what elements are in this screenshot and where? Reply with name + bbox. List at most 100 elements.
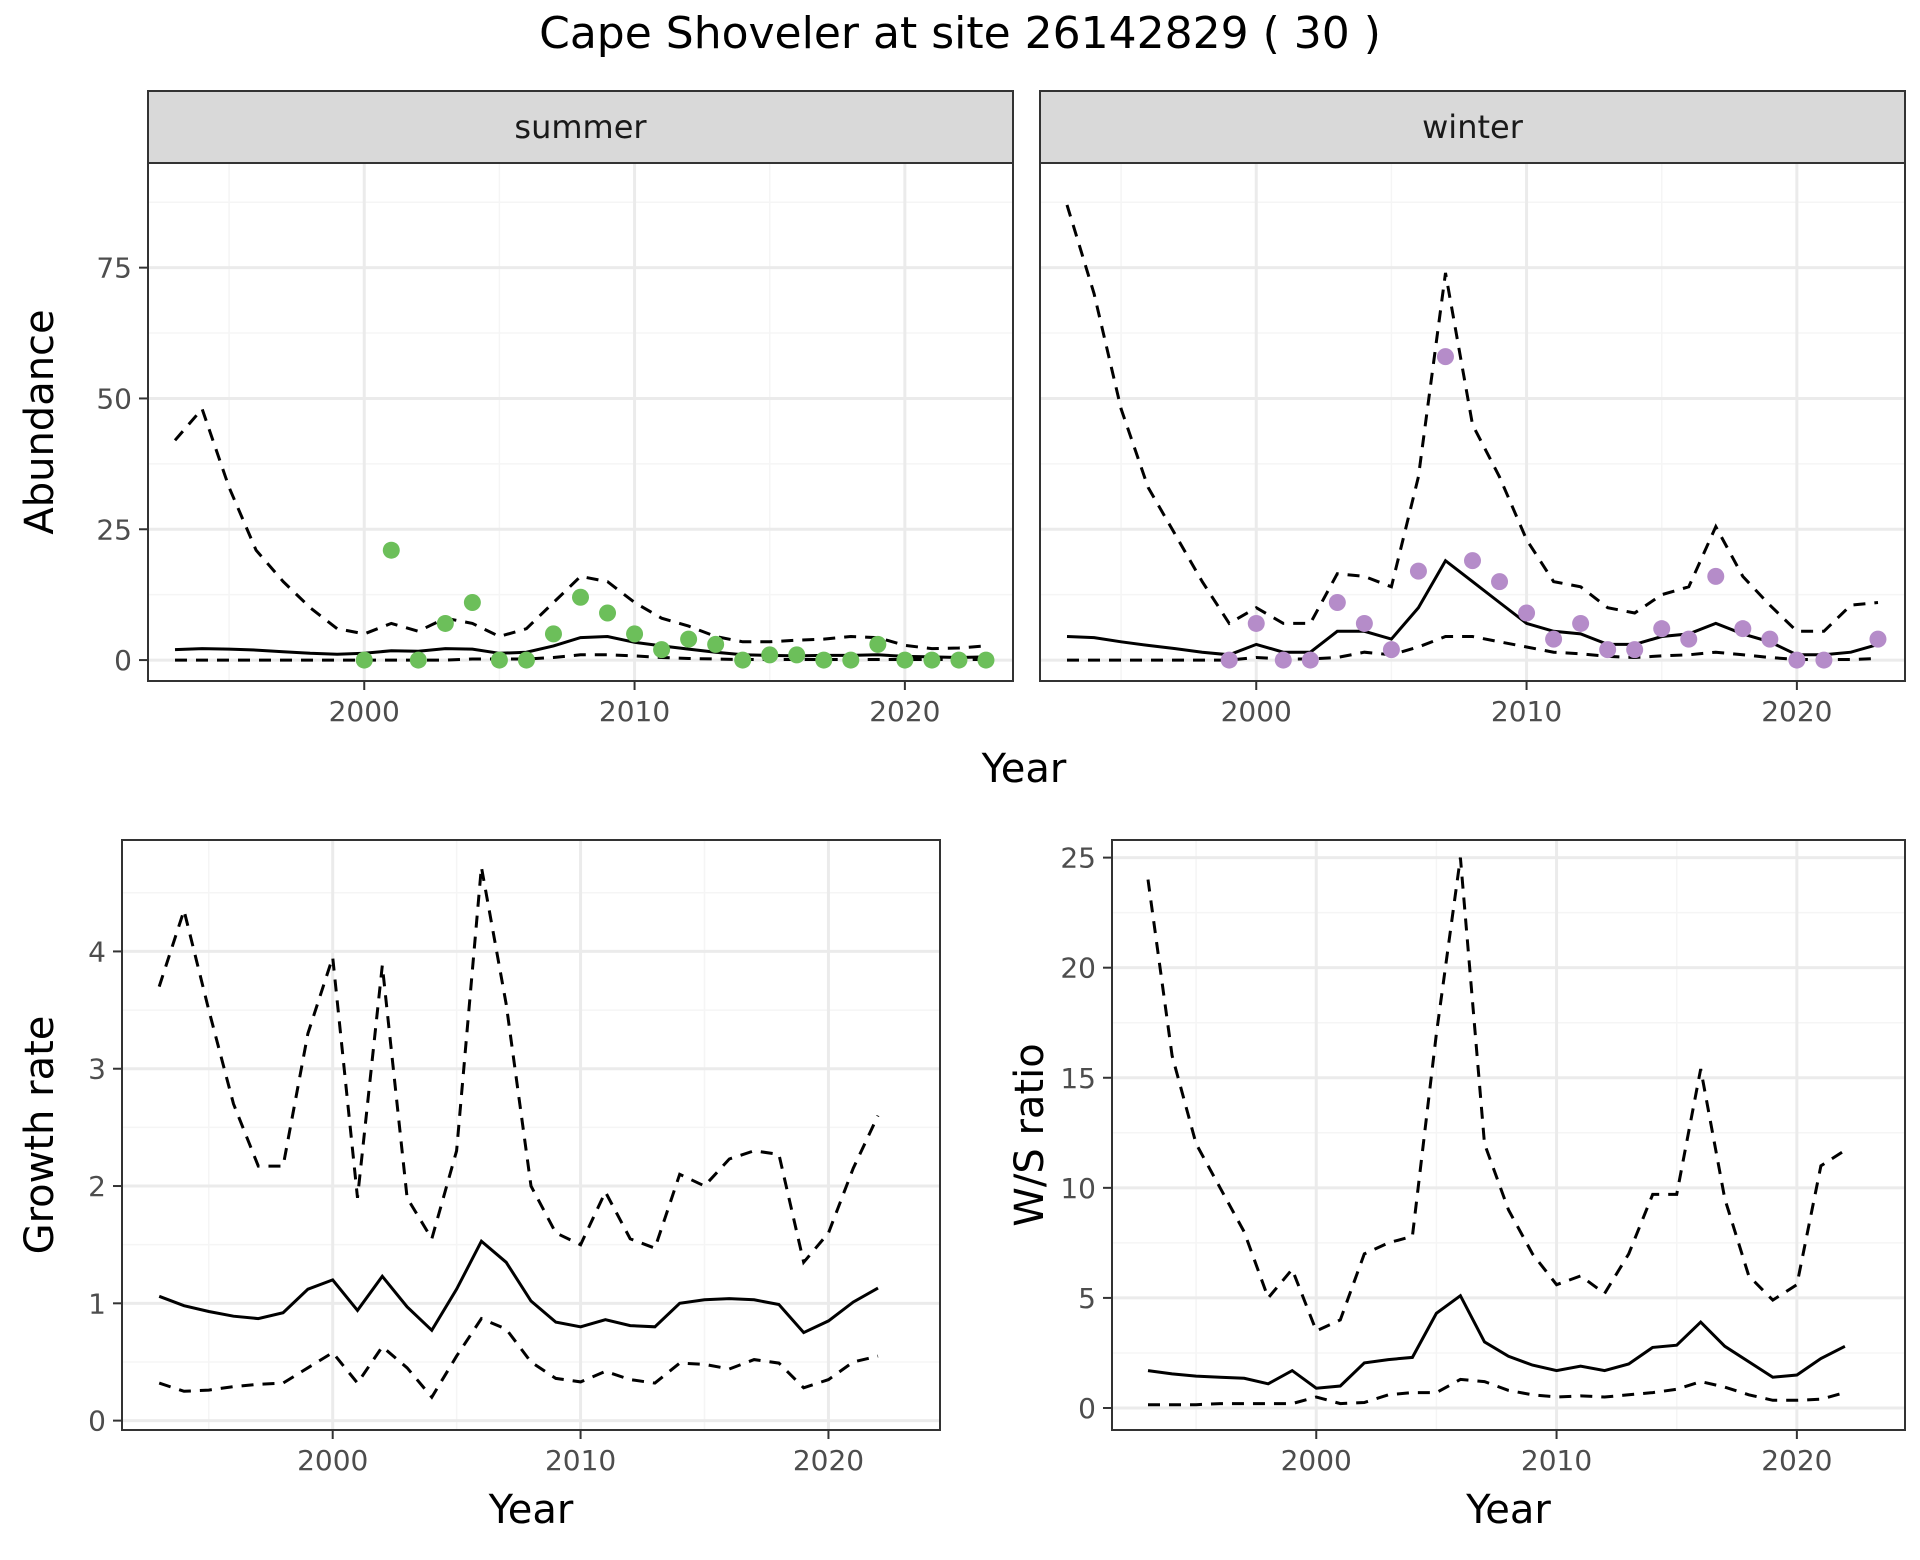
data-point-summer <box>382 541 400 559</box>
data-point-summer <box>896 651 914 669</box>
data-point-summer <box>869 635 887 653</box>
x-tick-label: 2000 <box>1281 1444 1352 1477</box>
x-tick-label: 2020 <box>869 695 940 728</box>
y-axis-label-growth: Growth rate <box>17 1016 63 1255</box>
y-tick-label: 5 <box>1078 1282 1096 1315</box>
series-line-growth-1-dashed <box>157 866 880 1266</box>
data-point-winter <box>1734 620 1752 638</box>
data-point-winter <box>1220 651 1238 669</box>
series-line-winter-2-dashed <box>1067 635 1879 662</box>
panel-summer: summer 2000 2010 2020 0 25 50 75 Abundance <box>17 90 1014 728</box>
data-point-winter <box>1518 604 1536 622</box>
data-point-winter <box>1869 630 1887 648</box>
y-axis-label-ratio: W/S ratio <box>1007 1043 1053 1226</box>
data-point-summer <box>653 641 671 659</box>
y-tick-label: 2 <box>88 1170 106 1203</box>
y-tick-label: 25 <box>1060 842 1096 875</box>
y-tick-label: 50 <box>96 382 132 415</box>
y-tick-label: 4 <box>88 935 106 968</box>
x-tick-label: 2000 <box>329 695 400 728</box>
data-point-summer <box>977 651 995 669</box>
data-point-winter <box>1247 614 1265 632</box>
facet-label-summer: summer <box>514 108 647 146</box>
data-point-summer <box>626 625 644 643</box>
series-line-ratio-0-solid <box>1147 1293 1846 1390</box>
data-point-winter <box>1788 651 1806 669</box>
data-point-summer <box>707 635 725 653</box>
data-point-summer <box>517 651 535 669</box>
panel-border-growth <box>121 839 941 1431</box>
panel-border-winter <box>1039 162 1906 682</box>
plot-area-growth <box>122 840 940 1430</box>
data-point-summer <box>815 651 833 669</box>
data-point-winter <box>1301 651 1319 669</box>
series-line-growth-0-solid <box>158 1238 879 1335</box>
panel-border-summer <box>147 162 1014 682</box>
x-tick-label: 2010 <box>1491 695 1562 728</box>
data-point-winter <box>1274 651 1292 669</box>
chart-title: Cape Shoveler at site 26142829 ( 30 ) <box>539 8 1381 59</box>
series-line-ratio-1-dashed <box>1146 857 1846 1333</box>
x-tick-label: 2020 <box>793 1444 864 1477</box>
y-axis-label-summer: Abundance <box>17 309 63 534</box>
data-point-winter <box>1491 573 1509 591</box>
data-point-winter <box>1409 562 1427 580</box>
data-point-winter <box>1328 594 1346 612</box>
data-point-summer <box>355 651 373 669</box>
data-point-summer <box>923 651 941 669</box>
y-tick-label: 0 <box>1078 1392 1096 1425</box>
data-point-winter <box>1599 641 1617 659</box>
x-tick-label: 2020 <box>1761 1444 1832 1477</box>
y-tick-label: 0 <box>88 1405 106 1438</box>
x-tick-label: 2000 <box>1221 695 1292 728</box>
data-point-winter <box>1815 651 1833 669</box>
panel-winter: winter 2000 2010 2020 <box>1039 90 1906 728</box>
data-point-winter <box>1761 630 1779 648</box>
data-point-summer <box>680 630 698 648</box>
data-point-winter <box>1382 641 1400 659</box>
facet-label-winter: winter <box>1422 108 1524 146</box>
x-tick-label: 2010 <box>545 1444 616 1477</box>
data-point-winter <box>1680 630 1698 648</box>
facet-strip-summer <box>147 90 1014 164</box>
panel-ratio: 2000 2010 2020 0 5 10 15 20 25 W/S ratio Year <box>1007 839 1906 1533</box>
data-point-winter <box>1355 614 1373 632</box>
plot-area-winter <box>1040 163 1905 681</box>
data-point-summer <box>761 646 779 664</box>
x-axis-label-growth: Year <box>488 1487 574 1533</box>
data-point-winter <box>1626 641 1644 659</box>
facet-strip-winter <box>1039 90 1906 164</box>
series-line-summer-1-dashed <box>173 405 987 651</box>
x-tick-label: 2000 <box>297 1444 368 1477</box>
data-point-summer <box>788 646 806 664</box>
y-tick-label: 25 <box>96 513 132 546</box>
data-point-summer <box>463 594 481 612</box>
y-tick-label: 10 <box>1060 1172 1096 1205</box>
shared-x-axis-label: Year <box>981 746 1067 792</box>
y-tick-label: 0 <box>114 644 132 677</box>
panel-growth: 2000 2010 2020 0 1 2 3 4 Growth rate Year <box>17 839 941 1533</box>
x-tick-label: 2020 <box>1761 695 1832 728</box>
y-tick-label: 3 <box>88 1053 106 1086</box>
y-tick-label: 1 <box>88 1287 106 1320</box>
data-point-summer <box>436 614 454 632</box>
data-point-winter <box>1545 630 1563 648</box>
data-point-winter <box>1707 567 1725 585</box>
panel-border-ratio <box>1111 839 1906 1431</box>
series-line-ratio-2-dashed <box>1148 1377 1846 1407</box>
plot-area-ratio <box>1112 840 1905 1430</box>
data-point-summer <box>842 651 860 669</box>
data-point-winter <box>1436 348 1454 366</box>
data-point-summer <box>490 651 508 669</box>
data-point-summer <box>409 651 427 669</box>
y-tick-label: 20 <box>1060 952 1096 985</box>
series-line-growth-2-dashed <box>158 1316 879 1400</box>
y-tick-label: 15 <box>1060 1062 1096 1095</box>
data-point-summer <box>572 588 589 606</box>
y-tick-label: 75 <box>96 252 132 285</box>
data-point-summer <box>599 604 617 622</box>
data-point-winter <box>1572 614 1590 632</box>
data-point-summer <box>950 651 968 669</box>
